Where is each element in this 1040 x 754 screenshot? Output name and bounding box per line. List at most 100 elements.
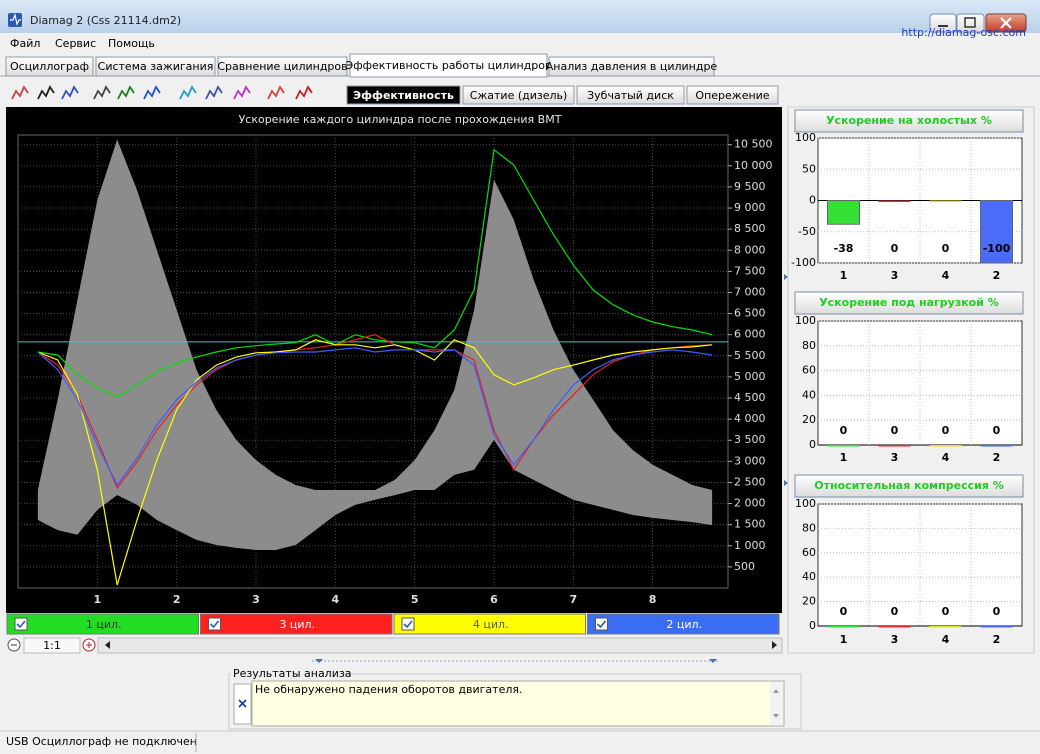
menu-item[interactable]: Файл [10,37,40,50]
legend-cell[interactable] [587,613,780,635]
plot-frame [17,134,729,589]
bar-value-label: 0 [993,605,1001,618]
legend-cell[interactable] [393,613,586,635]
y-tick-label: 4 500 [734,391,766,404]
scroll-left[interactable] [105,641,110,649]
tab-label[interactable]: Анализ давления в цилиндре [546,60,718,73]
subtab-label[interactable]: Опережение [695,89,769,102]
zoom-field [23,637,81,654]
y-tick-label: 6 000 [734,328,766,341]
legend-checkbox[interactable] [14,617,28,631]
subtab-label[interactable]: Сжатие (дизель) [470,89,568,102]
bar [827,626,860,628]
zoom-in-glyph [86,642,92,648]
bar-value-label: 0 [840,605,848,618]
legend-label[interactable]: 1 цил. [86,618,122,631]
results-group [228,673,802,730]
menu-item[interactable]: Сервис [55,37,96,50]
results-scrollbar[interactable] [770,682,783,725]
tab-label[interactable]: Эффективность работы цилиндров [346,59,552,72]
x-tick-label: 5 [411,593,419,606]
menu-item[interactable]: Помощь [108,37,155,50]
y-tick-label: 8 000 [734,243,766,256]
y-tick-label: 60 [802,546,816,559]
legend-cell[interactable] [6,613,199,635]
y-tick-label: 100 [795,497,816,510]
bar [929,200,962,202]
subtab-label[interactable]: Эффективность [353,89,454,102]
bar [929,626,962,628]
results-text: Не обнаружено падения оборотов двигателя… [255,683,522,696]
bar-value-label: 0 [891,424,899,437]
x-tick-label: 2 [993,633,1001,646]
subtab[interactable] [576,85,685,105]
x-tick-label: 4 [331,593,339,606]
toolbar-icon [295,85,313,100]
app-icon-glyph [10,12,21,26]
panel-header [794,109,1024,133]
bar [827,200,860,225]
legend-label[interactable]: 4 цил. [473,618,509,631]
scroll-track[interactable] [97,637,783,654]
x-tick-label: 4 [942,269,950,282]
tab-label[interactable]: Осциллограф [10,60,89,73]
results-close-glyph [238,699,247,708]
y-tick-label: 20 [802,413,816,426]
legend-label[interactable]: 2 цил. [666,618,702,631]
panel-plot [817,320,1023,446]
tab-label[interactable]: Сравнение цилиндров [217,60,347,73]
tab-label[interactable]: Система зажигания [98,60,214,73]
checkmark [209,620,220,629]
toolbar-icon [61,85,79,100]
legend-checkbox[interactable] [401,617,415,631]
tab[interactable] [95,56,216,77]
y-tick-label: 2 500 [734,475,766,488]
bar-value-label: -100 [983,242,1011,255]
y-tick-label: 5 500 [734,349,766,362]
minimize-button[interactable] [929,13,957,33]
tab[interactable] [349,53,548,78]
subtab[interactable] [686,85,779,105]
y-tick-label: 100 [795,131,816,144]
legend-cell[interactable] [200,613,393,635]
legend-checkbox[interactable] [208,617,221,631]
panel-header [794,291,1024,315]
site-url: http://diamag-osc.com [901,26,1026,39]
toolbar-icon [205,85,223,100]
checkmark [16,620,26,629]
y-tick-label: 50 [802,162,816,175]
x-tick-label: 4 [942,633,950,646]
series-line [37,334,713,490]
series-line [37,347,713,487]
x-tick-label: 4 [942,451,950,464]
x-tick-label: 3 [891,451,899,464]
tab[interactable] [217,56,348,77]
bar-value-label: 0 [942,424,950,437]
app-icon [8,13,22,27]
x-tick-label: 1 [840,633,848,646]
bar [980,626,1013,628]
title-bar [0,0,1040,33]
tab[interactable] [548,56,715,77]
bar [980,200,1013,264]
panel-title: Относительная компрессия % [814,479,1004,492]
y-tick-label: 80 [802,521,816,534]
panel-title: Ускорение под нагрузкой % [819,296,999,309]
series-line [37,339,713,586]
y-tick-label: 10 500 [734,138,773,151]
subtab-label[interactable]: Зубчатый диск [587,89,674,102]
legend-checkbox[interactable] [595,617,608,631]
maximize-glyph [964,17,976,28]
subtab[interactable] [462,85,575,105]
legend-label[interactable]: 3 цил. [279,618,315,631]
y-tick-label: 100 [795,314,816,327]
bar [980,445,1013,447]
subtab[interactable] [346,85,461,105]
tab[interactable] [5,56,94,77]
scroll-right[interactable] [772,641,777,649]
maximize-button[interactable] [956,13,985,33]
y-tick-label: 20 [802,595,816,608]
results-title: Результаты анализа [233,667,351,680]
panel-header [794,474,1024,498]
x-tick-label: 7 [569,593,577,606]
